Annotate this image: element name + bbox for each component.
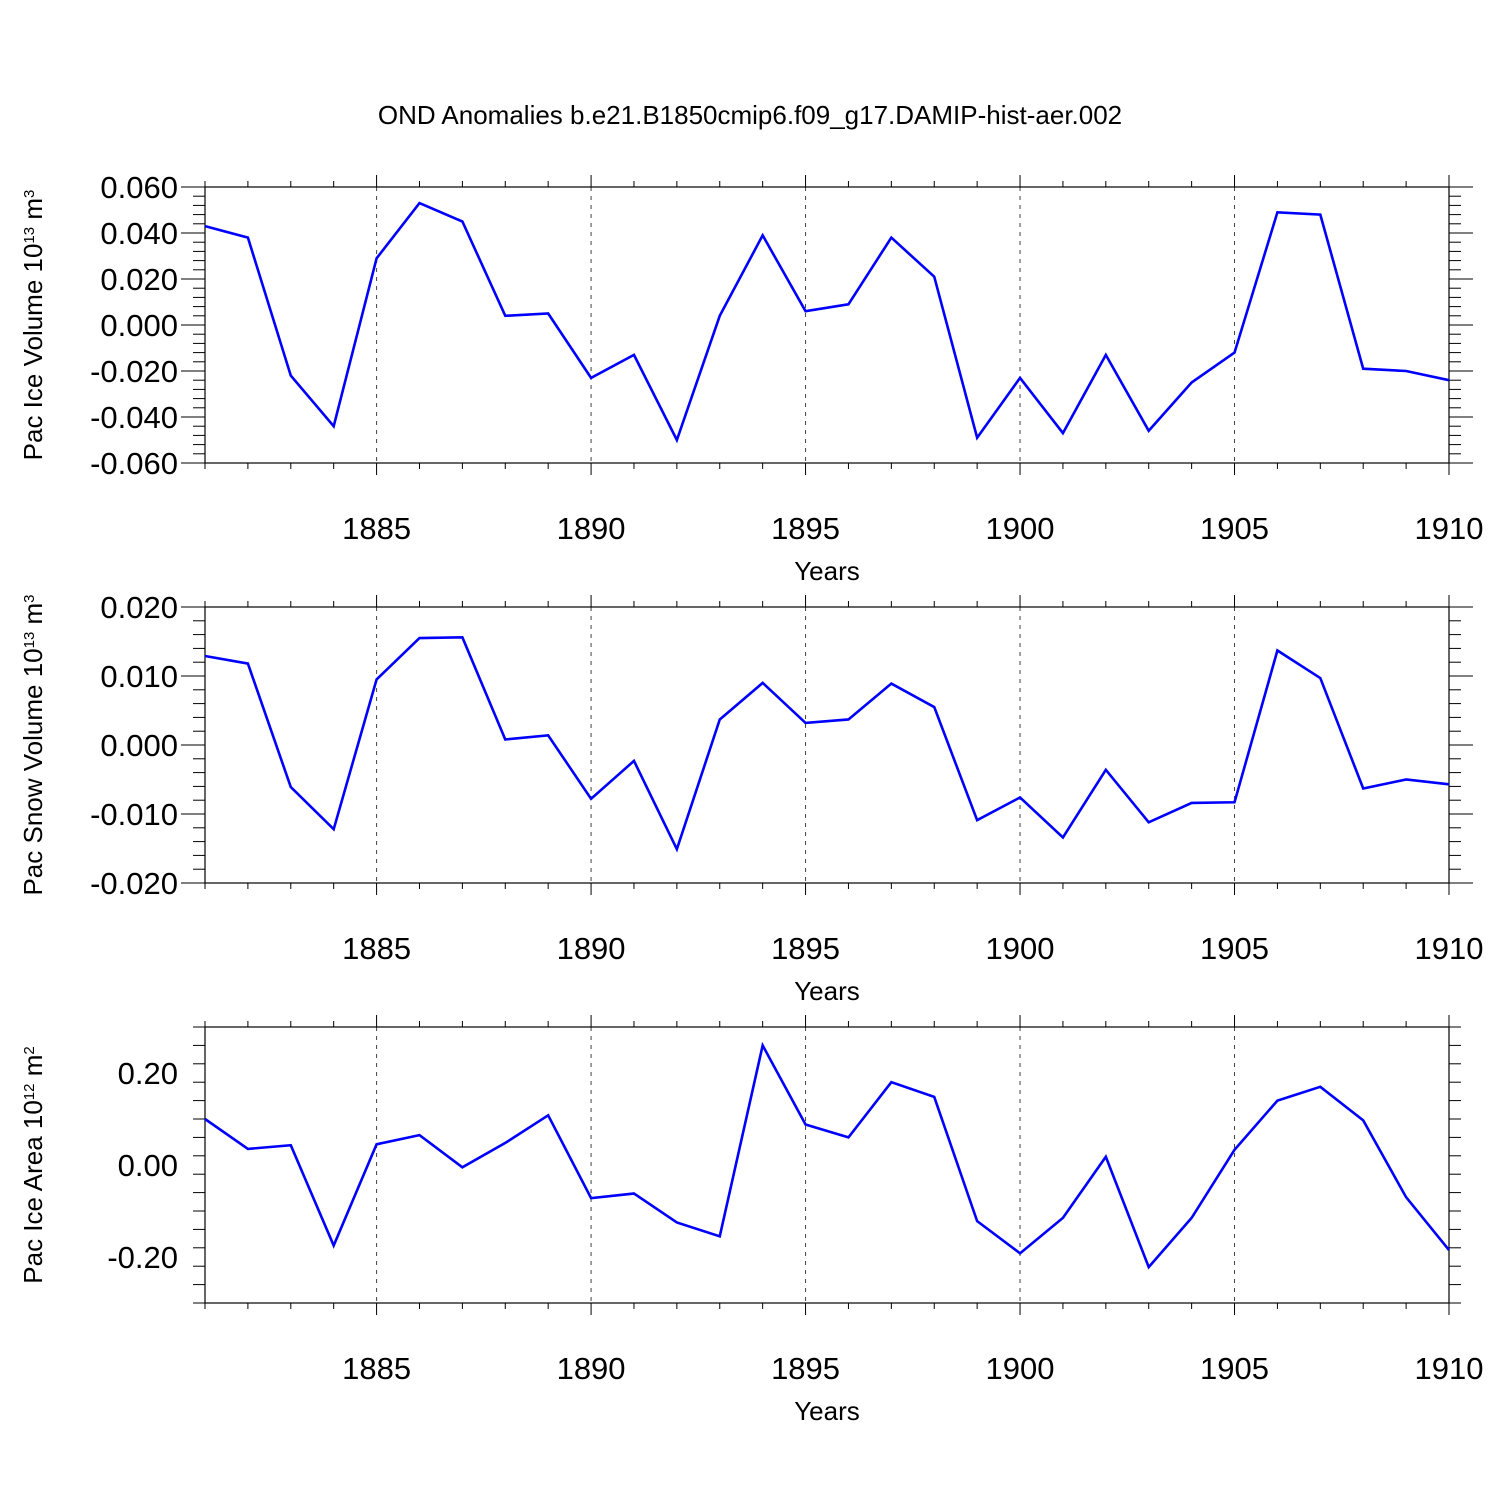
- y-tick-label: -0.020: [90, 866, 178, 901]
- y-axis-label-text: Pac Ice Area 10: [18, 1100, 48, 1284]
- x-axis-label: Years: [794, 556, 860, 586]
- x-tick-label: 1885: [342, 931, 411, 966]
- x-tick-label: 1885: [342, 1351, 411, 1386]
- x-tick-label: 1905: [1200, 931, 1269, 966]
- y-axis-label-exponent: 2: [21, 1046, 38, 1054]
- plot-frame: [204, 186, 1450, 464]
- x-tick-label: 1910: [1415, 1351, 1484, 1386]
- y-axis-label-text: Pac Ice Volume 10: [18, 244, 48, 461]
- y-axis-label-text: m: [18, 603, 48, 632]
- panel-ice-area: -0.20 0.00 0.20 1885 1890 1895 1900 1905 1910 Yea…: [18, 1015, 1483, 1426]
- x-tick-label: 1900: [986, 511, 1055, 546]
- x-tick-label: 1910: [1415, 511, 1484, 546]
- y-axis-label-exponent: 3: [21, 190, 38, 198]
- series-line-snow-volume: [204, 636, 1450, 853]
- x-tick-label: 1895: [771, 931, 840, 966]
- y-axis-label: Pac Ice Area 1012 m2: [18, 1046, 48, 1283]
- series-line-ice-volume: [204, 201, 1450, 444]
- y-tick-label: 0.00: [118, 1148, 178, 1183]
- y-axis-label-exponent: 13: [21, 227, 38, 244]
- panel-ice-volume: -0.060 -0.040 -0.020 0.000 0.020 0.040 0.060 18…: [18, 170, 1483, 586]
- series-line-ice-area: [204, 1041, 1451, 1270]
- y-tick-label: 0.20: [118, 1056, 178, 1091]
- x-tick-label: 1910: [1415, 931, 1484, 966]
- x-tick-label: 1900: [986, 1351, 1055, 1386]
- panel-snow-volume: -0.020 -0.010 0.000 0.010 0.020 1885 1890 1895 1…: [18, 590, 1483, 1006]
- x-tick-label: 1885: [342, 511, 411, 546]
- y-tick-label: 0.040: [100, 216, 178, 251]
- plot-frame: [204, 1026, 1450, 1304]
- y-axis-label-exponent: 13: [21, 632, 38, 649]
- y-axis-label-exponent: 3: [21, 594, 38, 602]
- x-tick-label: 1890: [557, 931, 626, 966]
- y-tick-label: 0.000: [100, 728, 178, 763]
- y-axis-label-text: m: [18, 198, 48, 227]
- chart-title: OND Anomalies b.e21.B1850cmip6.f09_g17.D…: [378, 100, 1122, 130]
- plot-frame: [204, 606, 1450, 884]
- y-tick-label: -0.020: [90, 354, 178, 389]
- x-tick-label: 1890: [557, 1351, 626, 1386]
- x-tick-label: 1905: [1200, 511, 1269, 546]
- y-tick-label: -0.20: [107, 1240, 178, 1275]
- x-axis-label: Years: [794, 976, 860, 1006]
- y-tick-label: 0.020: [100, 262, 178, 297]
- x-tick-label: 1895: [771, 511, 840, 546]
- y-tick-label: -0.010: [90, 797, 178, 832]
- y-axis-label-text: m: [18, 1055, 48, 1084]
- y-tick-label: -0.060: [90, 446, 178, 481]
- y-tick-label: 0.020: [100, 590, 178, 625]
- x-tick-label: 1895: [771, 1351, 840, 1386]
- x-tick-label: 1890: [557, 511, 626, 546]
- y-tick-label: -0.040: [90, 400, 178, 435]
- y-axis-label: Pac Snow Volume 1013 m3: [18, 594, 48, 895]
- y-tick-label: 0.010: [100, 659, 178, 694]
- x-axis-label: Years: [794, 1396, 860, 1426]
- y-axis-label-text: Pac Snow Volume 10: [18, 648, 48, 895]
- y-axis-label: Pac Ice Volume 1013 m3: [18, 190, 48, 461]
- x-tick-label: 1900: [986, 931, 1055, 966]
- y-tick-label: 0.060: [100, 170, 178, 205]
- x-tick-label: 1905: [1200, 1351, 1269, 1386]
- y-tick-label: 0.000: [100, 308, 178, 343]
- y-axis-label-exponent: 12: [21, 1083, 38, 1100]
